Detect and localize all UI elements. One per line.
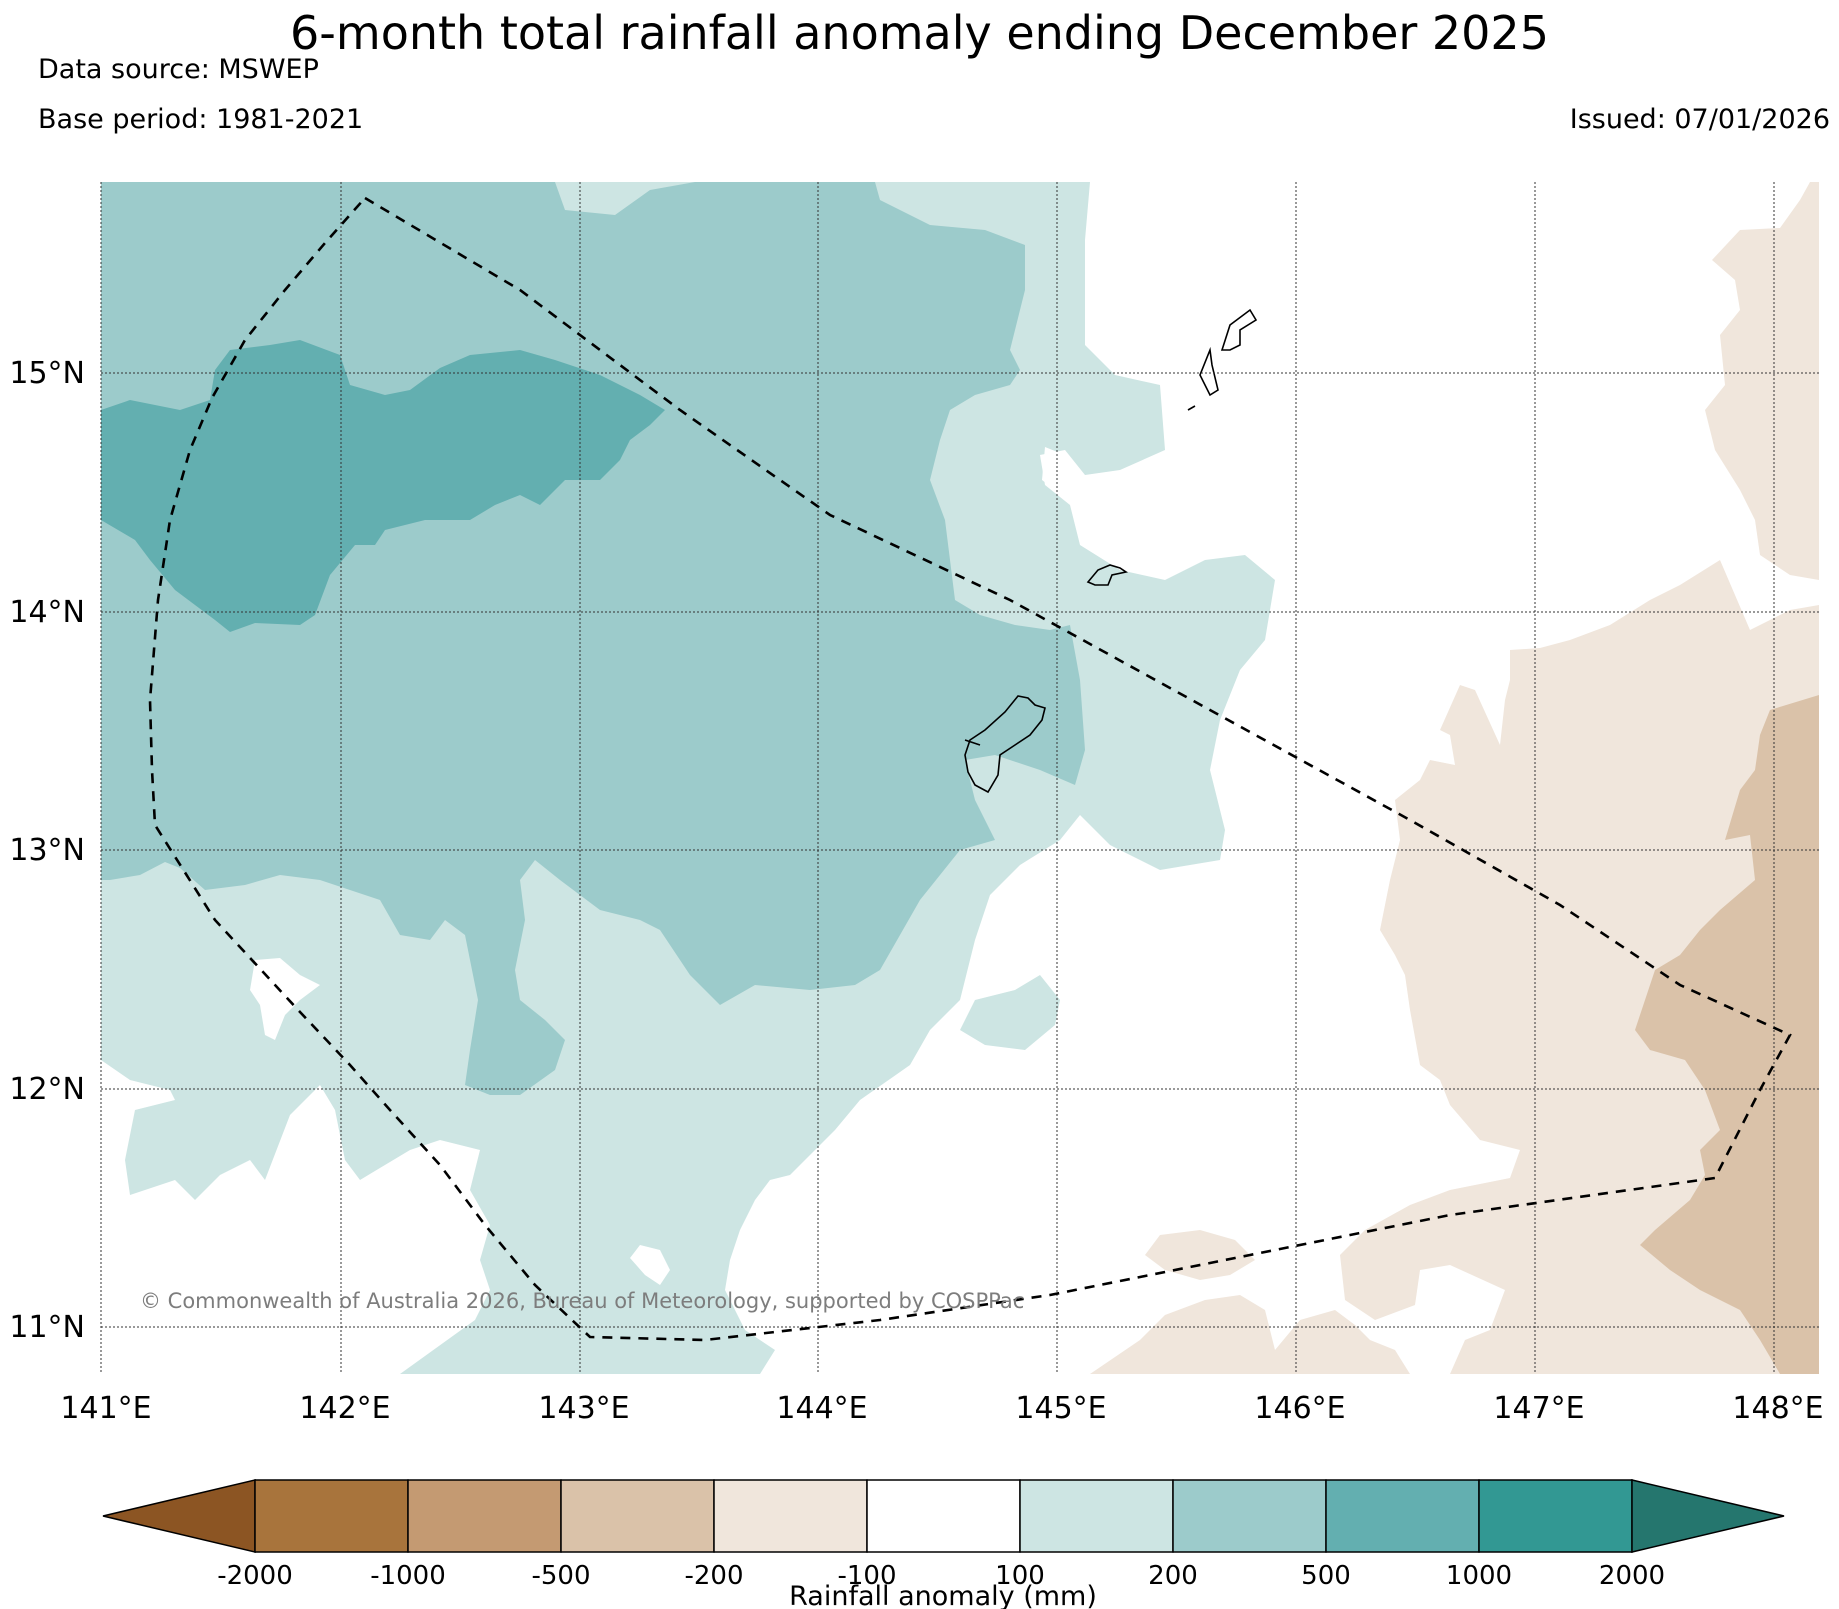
colorbar-extend-low — [102, 1479, 256, 1553]
lon-label-144e: 144°E — [776, 1391, 867, 1426]
coastline-layer — [964, 308, 1258, 794]
island-coastline-north-1 — [1220, 308, 1258, 351]
anomaly-region-neg200-neg500 — [1635, 695, 1819, 1374]
eez-boundary — [148, 196, 1792, 1342]
anomaly-region-neg100-neg200-northeast — [1705, 182, 1819, 580]
lon-label-143e: 143°E — [538, 1391, 629, 1426]
colorbar-tick-label: -100 — [837, 1561, 896, 1591]
colorbar-tick-label: -200 — [684, 1561, 743, 1591]
lon-label-145e: 145°E — [1015, 1391, 1106, 1426]
colorbar-tick-label: 200 — [1148, 1561, 1198, 1591]
colorbar-bin — [1172, 1479, 1327, 1553]
colorbar-bin — [560, 1479, 715, 1553]
lat-label-12n: 12°N — [9, 1072, 85, 1107]
anomaly-region-500-1000 — [101, 340, 665, 632]
island-coastline-east — [1086, 564, 1129, 586]
colorbar-tick-label: -2000 — [217, 1561, 293, 1591]
colorbar — [102, 1479, 1785, 1553]
graticule — [100, 182, 1819, 1374]
island-coastline-north-3 — [1187, 405, 1196, 411]
anomaly-hole-east — [1042, 447, 1075, 490]
colorbar-tick-labels: -2000 -1000 -500 -200 -100 100 200 500 1… — [217, 1561, 1665, 1591]
lon-label-141e: 141°E — [60, 1391, 151, 1426]
lat-label-11n: 11°N — [9, 1310, 85, 1345]
colorbar-bin — [713, 1479, 868, 1553]
anomaly-fill-layer — [101, 182, 1819, 1374]
colorbar-bin — [1325, 1479, 1480, 1553]
lon-label-147e: 147°E — [1493, 1391, 1584, 1426]
lon-label-142e: 142°E — [299, 1391, 390, 1426]
colorbar-bin — [254, 1479, 409, 1553]
anomaly-patch-east — [960, 975, 1060, 1050]
copyright-notice: © Commonwealth of Australia 2026, Bureau… — [140, 1289, 1024, 1313]
latitude-labels: 15°N 14°N 13°N 12°N 11°N — [9, 356, 85, 1345]
lon-label-148e: 148°E — [1732, 1391, 1823, 1426]
longitude-labels: 141°E 142°E 143°E 144°E 145°E 146°E 147°… — [60, 1391, 1823, 1426]
island-coastline-north-2 — [1199, 346, 1219, 397]
colorbar-bin — [407, 1479, 562, 1553]
colorbar-tick-label: 500 — [1301, 1561, 1351, 1591]
anomaly-region-neg100-neg200-south-patch — [1145, 1230, 1255, 1280]
anomaly-region-neg100-neg200-southeast — [1340, 560, 1819, 1374]
island-coastline-central — [964, 695, 1046, 794]
issued-date-label: Issued: 07/01/2026 — [1569, 104, 1830, 135]
map-title: 6-month total rainfall anomaly ending De… — [290, 6, 1549, 60]
anomaly-hole-south — [630, 1245, 670, 1285]
colorbar-bin — [1478, 1479, 1633, 1553]
colorbar-bin — [866, 1479, 1021, 1553]
colorbar-bin — [1019, 1479, 1174, 1553]
colorbar-tick-label: 100 — [995, 1561, 1045, 1591]
colorbar-tick-label: 1000 — [1446, 1561, 1512, 1591]
lat-label-15n: 15°N — [9, 356, 85, 391]
lon-label-146e: 146°E — [1254, 1391, 1345, 1426]
colorbar-extend-high — [1631, 1479, 1785, 1553]
data-source-label: Data source: MSWEP — [38, 54, 319, 85]
colorbar-title: Rainfall anomaly (mm) — [789, 1581, 1097, 1609]
base-period-label: Base period: 1981-2021 — [38, 104, 364, 135]
anomaly-hole-southwest — [101, 1060, 490, 1374]
colorbar-tick-label: -500 — [531, 1561, 590, 1591]
lat-label-14n: 14°N — [9, 595, 85, 630]
colorbar-tick-label: -1000 — [370, 1561, 446, 1591]
anomaly-region-neg100-neg200-south — [1090, 1295, 1410, 1374]
colorbar-tick-label: 2000 — [1599, 1561, 1665, 1591]
lat-label-13n: 13°N — [9, 833, 85, 868]
